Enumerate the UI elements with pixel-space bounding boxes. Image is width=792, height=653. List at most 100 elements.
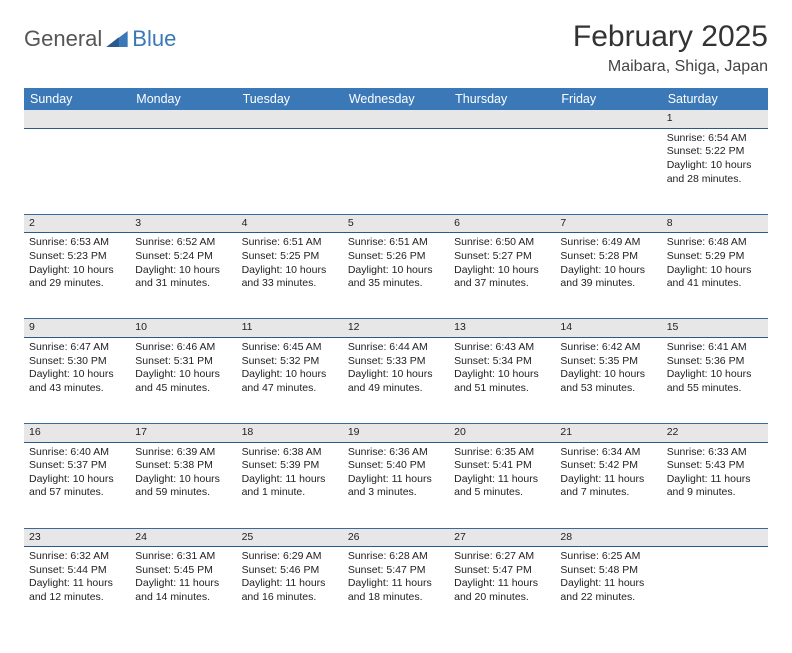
- daylight-text: Daylight: 10 hours and 59 minutes.: [135, 473, 231, 500]
- day-number: [449, 110, 555, 128]
- sunrise-text: Sunrise: 6:32 AM: [29, 550, 125, 564]
- sunset-text: Sunset: 5:35 PM: [560, 355, 656, 369]
- day-number: 18: [237, 423, 343, 442]
- sunset-text: Sunset: 5:36 PM: [667, 355, 763, 369]
- day-number: 25: [237, 528, 343, 547]
- day-number: 4: [237, 214, 343, 233]
- day-number: 20: [449, 423, 555, 442]
- day-number: 8: [662, 214, 768, 233]
- day-number: 26: [343, 528, 449, 547]
- day-cell: Sunrise: 6:39 AMSunset: 5:38 PMDaylight:…: [130, 442, 236, 528]
- sunrise-text: Sunrise: 6:45 AM: [242, 341, 338, 355]
- calendar-page: General Blue February 2025 Maibara, Shig…: [0, 0, 792, 653]
- daylight-text: Daylight: 10 hours and 55 minutes.: [667, 368, 763, 395]
- day-cell: Sunrise: 6:52 AMSunset: 5:24 PMDaylight:…: [130, 233, 236, 319]
- sunrise-text: Sunrise: 6:54 AM: [667, 132, 763, 146]
- day-cell: Sunrise: 6:33 AMSunset: 5:43 PMDaylight:…: [662, 442, 768, 528]
- sunset-text: Sunset: 5:45 PM: [135, 564, 231, 578]
- sunrise-text: Sunrise: 6:36 AM: [348, 446, 444, 460]
- day-number: 5: [343, 214, 449, 233]
- day-number-row: 16171819202122: [24, 423, 768, 442]
- daylight-text: Daylight: 11 hours and 1 minute.: [242, 473, 338, 500]
- sunrise-text: Sunrise: 6:53 AM: [29, 236, 125, 250]
- day-number: 9: [24, 319, 130, 338]
- day-number: 21: [555, 423, 661, 442]
- weekday-header: Wednesday: [343, 88, 449, 110]
- sunset-text: Sunset: 5:30 PM: [29, 355, 125, 369]
- day-cell: [24, 128, 130, 214]
- sunrise-text: Sunrise: 6:42 AM: [560, 341, 656, 355]
- sunset-text: Sunset: 5:23 PM: [29, 250, 125, 264]
- sunset-text: Sunset: 5:39 PM: [242, 459, 338, 473]
- sunset-text: Sunset: 5:43 PM: [667, 459, 763, 473]
- day-cell: Sunrise: 6:38 AMSunset: 5:39 PMDaylight:…: [237, 442, 343, 528]
- sunset-text: Sunset: 5:27 PM: [454, 250, 550, 264]
- daylight-text: Daylight: 11 hours and 7 minutes.: [560, 473, 656, 500]
- day-cell: Sunrise: 6:28 AMSunset: 5:47 PMDaylight:…: [343, 547, 449, 633]
- sunrise-text: Sunrise: 6:44 AM: [348, 341, 444, 355]
- sunset-text: Sunset: 5:42 PM: [560, 459, 656, 473]
- day-cell: Sunrise: 6:51 AMSunset: 5:26 PMDaylight:…: [343, 233, 449, 319]
- day-cell: Sunrise: 6:53 AMSunset: 5:23 PMDaylight:…: [24, 233, 130, 319]
- day-number: 14: [555, 319, 661, 338]
- day-cell: Sunrise: 6:29 AMSunset: 5:46 PMDaylight:…: [237, 547, 343, 633]
- day-number-row: 9101112131415: [24, 319, 768, 338]
- day-cell: Sunrise: 6:46 AMSunset: 5:31 PMDaylight:…: [130, 337, 236, 423]
- daylight-text: Daylight: 11 hours and 12 minutes.: [29, 577, 125, 604]
- daylight-text: Daylight: 10 hours and 37 minutes.: [454, 264, 550, 291]
- sunset-text: Sunset: 5:31 PM: [135, 355, 231, 369]
- weekday-header: Tuesday: [237, 88, 343, 110]
- day-number: 15: [662, 319, 768, 338]
- sunset-text: Sunset: 5:29 PM: [667, 250, 763, 264]
- daylight-text: Daylight: 11 hours and 16 minutes.: [242, 577, 338, 604]
- daylight-text: Daylight: 10 hours and 49 minutes.: [348, 368, 444, 395]
- day-number: 1: [662, 110, 768, 128]
- day-cell: Sunrise: 6:36 AMSunset: 5:40 PMDaylight:…: [343, 442, 449, 528]
- daylight-text: Daylight: 10 hours and 53 minutes.: [560, 368, 656, 395]
- day-number: 19: [343, 423, 449, 442]
- day-cell: Sunrise: 6:27 AMSunset: 5:47 PMDaylight:…: [449, 547, 555, 633]
- sunrise-text: Sunrise: 6:28 AM: [348, 550, 444, 564]
- day-cell: Sunrise: 6:43 AMSunset: 5:34 PMDaylight:…: [449, 337, 555, 423]
- day-cell: Sunrise: 6:49 AMSunset: 5:28 PMDaylight:…: [555, 233, 661, 319]
- sunrise-text: Sunrise: 6:46 AM: [135, 341, 231, 355]
- sunset-text: Sunset: 5:40 PM: [348, 459, 444, 473]
- sunrise-text: Sunrise: 6:51 AM: [348, 236, 444, 250]
- day-cell: Sunrise: 6:35 AMSunset: 5:41 PMDaylight:…: [449, 442, 555, 528]
- weekday-header: Monday: [130, 88, 236, 110]
- sunrise-text: Sunrise: 6:27 AM: [454, 550, 550, 564]
- day-cell: Sunrise: 6:54 AMSunset: 5:22 PMDaylight:…: [662, 128, 768, 214]
- location-label: Maibara, Shiga, Japan: [573, 58, 768, 76]
- sunrise-text: Sunrise: 6:49 AM: [560, 236, 656, 250]
- sunrise-text: Sunrise: 6:38 AM: [242, 446, 338, 460]
- day-number: 3: [130, 214, 236, 233]
- day-number: 28: [555, 528, 661, 547]
- day-number: [343, 110, 449, 128]
- sunrise-text: Sunrise: 6:41 AM: [667, 341, 763, 355]
- day-content-row: Sunrise: 6:53 AMSunset: 5:23 PM Daylight:…: [24, 233, 768, 319]
- day-number: 23: [24, 528, 130, 547]
- day-cell: [555, 128, 661, 214]
- weekday-header: Friday: [555, 88, 661, 110]
- day-number: 24: [130, 528, 236, 547]
- sunrise-text: Sunrise: 6:50 AM: [454, 236, 550, 250]
- day-number-row: 232425262728: [24, 528, 768, 547]
- daylight-text: Daylight: 11 hours and 20 minutes.: [454, 577, 550, 604]
- daylight-text: Daylight: 11 hours and 14 minutes.: [135, 577, 231, 604]
- calendar-table: SundayMondayTuesdayWednesdayThursdayFrid…: [24, 88, 768, 633]
- day-number: [24, 110, 130, 128]
- daylight-text: Daylight: 10 hours and 57 minutes.: [29, 473, 125, 500]
- sunset-text: Sunset: 5:47 PM: [348, 564, 444, 578]
- day-number-row: 2345678: [24, 214, 768, 233]
- sunset-text: Sunset: 5:28 PM: [560, 250, 656, 264]
- day-cell: Sunrise: 6:44 AMSunset: 5:33 PMDaylight:…: [343, 337, 449, 423]
- header: General Blue February 2025 Maibara, Shig…: [24, 20, 768, 76]
- sunset-text: Sunset: 5:37 PM: [29, 459, 125, 473]
- sunrise-text: Sunrise: 6:35 AM: [454, 446, 550, 460]
- sunset-text: Sunset: 5:38 PM: [135, 459, 231, 473]
- title-block: February 2025 Maibara, Shiga, Japan: [573, 20, 768, 76]
- sunset-text: Sunset: 5:46 PM: [242, 564, 338, 578]
- day-content-row: Sunrise: 6:54 AMSunset: 5:22 PMDaylight:…: [24, 128, 768, 214]
- daylight-text: Daylight: 10 hours and 33 minutes.: [242, 264, 338, 291]
- daylight-text: Daylight: 11 hours and 22 minutes.: [560, 577, 656, 604]
